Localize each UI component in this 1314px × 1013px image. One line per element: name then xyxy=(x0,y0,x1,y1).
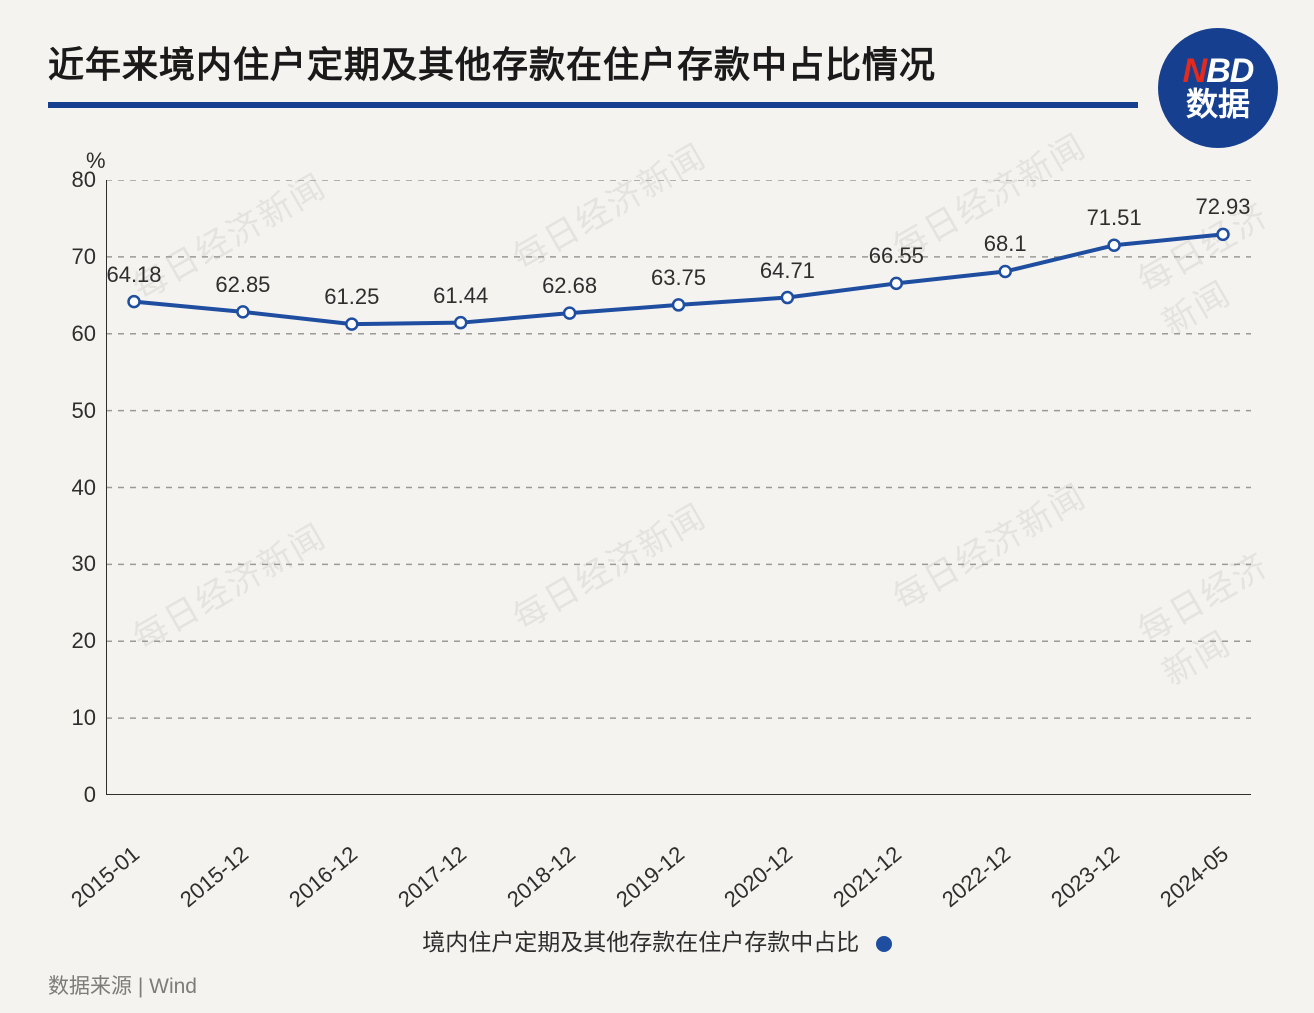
y-tick-label: 60 xyxy=(46,321,96,347)
x-tick-label: 2020-12 xyxy=(720,841,799,913)
value-label: 61.44 xyxy=(433,283,488,309)
y-tick-label: 30 xyxy=(46,551,96,577)
x-tick-label: 2016-12 xyxy=(284,841,363,913)
value-label: 64.71 xyxy=(760,258,815,284)
legend-label: 境内住户定期及其他存款在住户存款中占比 xyxy=(422,929,859,955)
x-tick-label: 2019-12 xyxy=(611,841,690,913)
y-tick-label: 80 xyxy=(46,167,96,193)
x-tick-label: 2024-05 xyxy=(1155,841,1234,913)
value-label: 62.85 xyxy=(215,272,270,298)
legend-marker xyxy=(876,936,892,952)
value-label: 66.55 xyxy=(869,243,924,269)
title-underline xyxy=(48,102,1138,108)
value-label: 63.75 xyxy=(651,265,706,291)
value-label: 61.25 xyxy=(324,284,379,310)
x-tick-label: 2015-01 xyxy=(66,841,145,913)
logo-line1: NBD xyxy=(1183,54,1254,90)
x-tick-label: 2018-12 xyxy=(502,841,581,913)
y-tick-label: 10 xyxy=(46,705,96,731)
value-label: 72.93 xyxy=(1195,194,1250,220)
legend: 境内住户定期及其他存款在住户存款中占比 xyxy=(0,923,1314,957)
y-tick-label: 40 xyxy=(46,475,96,501)
chart-header: 近年来境内住户定期及其他存款在住户存款中占比情况 xyxy=(48,36,1138,108)
x-tick-label: 2022-12 xyxy=(937,841,1016,913)
nbd-logo: NBD 数据 xyxy=(1158,28,1278,148)
logo-line2: 数据 xyxy=(1186,88,1250,122)
y-tick-label: 20 xyxy=(46,628,96,654)
value-label: 62.68 xyxy=(542,273,597,299)
value-label: 71.51 xyxy=(1087,205,1142,231)
x-tick-label: 2021-12 xyxy=(828,841,907,913)
y-tick-label: 50 xyxy=(46,398,96,424)
x-tick-label: 2015-12 xyxy=(175,841,254,913)
y-tick-label: 70 xyxy=(46,244,96,270)
y-tick-label: 0 xyxy=(46,782,96,808)
value-label: 68.1 xyxy=(984,231,1027,257)
data-source: 数据来源 | Wind xyxy=(48,970,197,1000)
x-tick-label: 2023-12 xyxy=(1046,841,1125,913)
x-tick-label: 2017-12 xyxy=(393,841,472,913)
value-label: 64.18 xyxy=(106,262,161,288)
chart-title: 近年来境内住户定期及其他存款在住户存款中占比情况 xyxy=(48,36,1138,88)
